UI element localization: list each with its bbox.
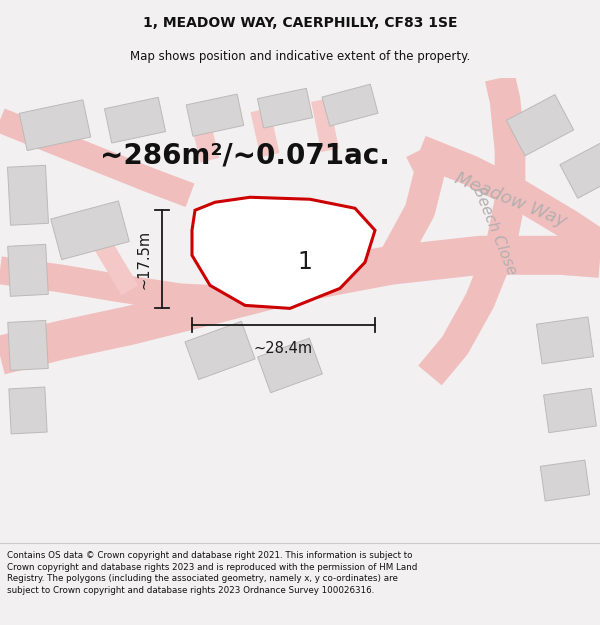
Polygon shape	[9, 387, 47, 434]
Text: Meadow Way: Meadow Way	[452, 169, 568, 231]
Text: Map shows position and indicative extent of the property.: Map shows position and indicative extent…	[130, 50, 470, 62]
Text: Meadow Way: Meadow Way	[233, 266, 326, 299]
Text: ~17.5m: ~17.5m	[137, 230, 152, 289]
Polygon shape	[19, 100, 91, 151]
Text: 1, MEADOW WAY, CAERPHILLY, CF83 1SE: 1, MEADOW WAY, CAERPHILLY, CF83 1SE	[143, 16, 457, 31]
Text: Contains OS data © Crown copyright and database right 2021. This information is : Contains OS data © Crown copyright and d…	[7, 551, 418, 595]
Text: ~28.4m: ~28.4m	[254, 341, 313, 356]
Polygon shape	[186, 94, 244, 136]
Polygon shape	[104, 98, 166, 143]
Text: Beech Close: Beech Close	[470, 184, 520, 276]
Polygon shape	[8, 321, 48, 371]
Polygon shape	[185, 321, 255, 379]
Polygon shape	[560, 142, 600, 198]
Polygon shape	[257, 338, 322, 392]
Text: 1: 1	[298, 251, 313, 274]
Polygon shape	[536, 317, 593, 364]
Polygon shape	[322, 84, 378, 126]
Polygon shape	[506, 94, 574, 156]
Polygon shape	[257, 88, 313, 128]
Polygon shape	[8, 244, 48, 296]
Polygon shape	[8, 165, 49, 225]
Polygon shape	[540, 460, 590, 501]
Polygon shape	[51, 201, 129, 259]
Text: ~286m²/~0.071ac.: ~286m²/~0.071ac.	[100, 141, 390, 169]
Polygon shape	[192, 198, 375, 308]
Polygon shape	[544, 388, 596, 432]
